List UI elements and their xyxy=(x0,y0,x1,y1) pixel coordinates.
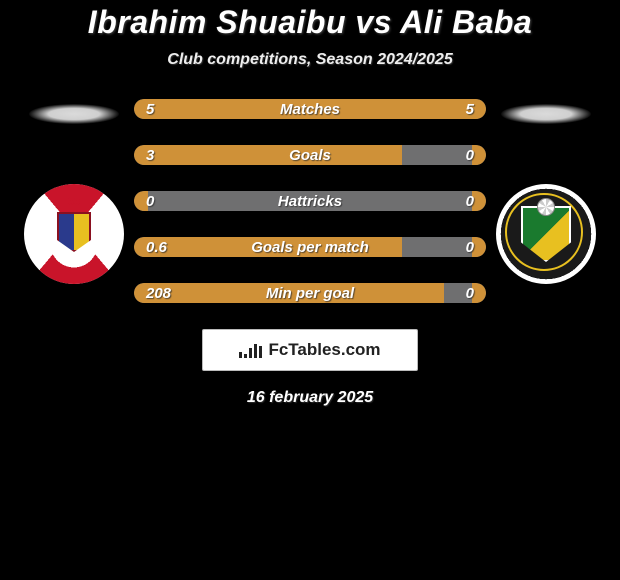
stat-value-right: 0 xyxy=(466,193,474,210)
stat-bars: 5 Matches 5 3 Goals 0 0 Hattricks 0 xyxy=(134,99,486,303)
stat-value-right: 0 xyxy=(466,239,474,256)
stat-value-right: 0 xyxy=(466,285,474,302)
stat-row-mpg: 208 Min per goal 0 xyxy=(134,283,486,303)
stat-label: Goals per match xyxy=(134,239,486,256)
subtitle: Club competitions, Season 2024/2025 xyxy=(167,51,452,69)
left-player-silhouette xyxy=(29,104,119,124)
stat-label: Goals xyxy=(134,147,486,164)
right-club-badge xyxy=(496,184,596,284)
stat-value-right: 5 xyxy=(466,101,474,118)
brand-text: FcTables.com xyxy=(268,340,380,360)
stat-label: Min per goal xyxy=(134,285,486,302)
right-player-column xyxy=(486,99,606,284)
left-club-badge: 33 xyxy=(24,184,124,284)
badge-ball-icon xyxy=(537,198,555,216)
right-player-silhouette xyxy=(501,104,591,124)
stat-row-gpm: 0.6 Goals per match 0 xyxy=(134,237,486,257)
stat-row-hattricks: 0 Hattricks 0 xyxy=(134,191,486,211)
comparison-card: Ibrahim Shuaibu vs Ali Baba Club competi… xyxy=(0,0,620,407)
stat-value-right: 0 xyxy=(466,147,474,164)
stat-label: Matches xyxy=(134,101,486,118)
stat-row-goals: 3 Goals 0 xyxy=(134,145,486,165)
stats-area: 33 5 Matches 5 3 Goals 0 xyxy=(0,99,620,303)
stat-label: Hattricks xyxy=(134,193,486,210)
left-player-column: 33 xyxy=(14,99,134,284)
brand-badge[interactable]: FcTables.com xyxy=(202,329,418,371)
date-text: 16 february 2025 xyxy=(247,389,373,407)
bar-chart-icon xyxy=(239,342,262,358)
badge-number: 33 xyxy=(24,196,124,208)
stat-row-matches: 5 Matches 5 xyxy=(134,99,486,119)
page-title: Ibrahim Shuaibu vs Ali Baba xyxy=(88,4,532,41)
